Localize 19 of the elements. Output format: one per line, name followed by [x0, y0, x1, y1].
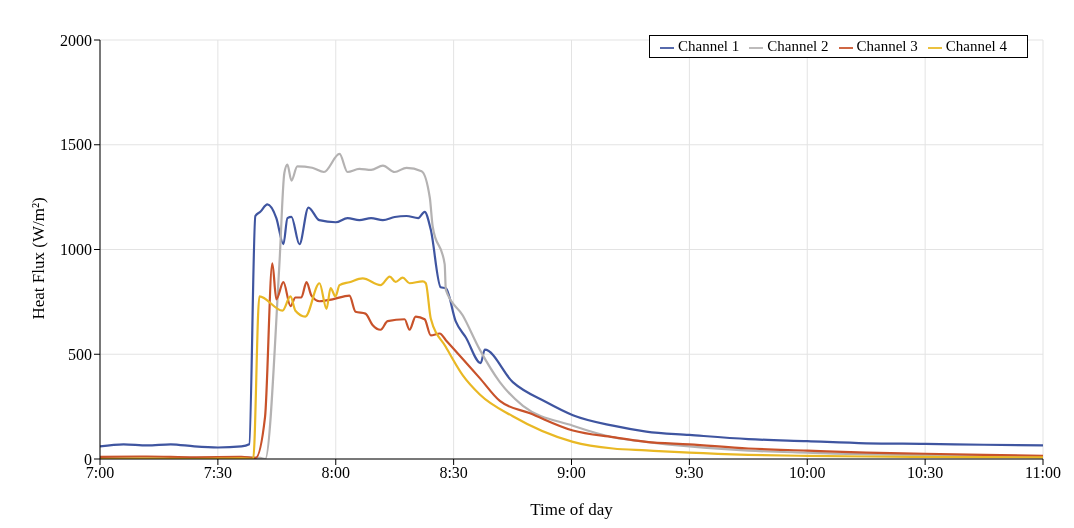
line-series	[100, 203, 1043, 449]
x-axis-title: Time of day	[530, 500, 614, 519]
legend-label: Channel 3	[856, 38, 918, 54]
y-tick-label: 1000	[60, 241, 92, 259]
legend-label: Channel 4	[945, 38, 1007, 54]
y-tick-label: 1500	[60, 136, 92, 154]
x-tick-label: 10:00	[789, 464, 826, 482]
legend-label: Channel 2	[767, 38, 829, 54]
x-tick-label: 9:00	[557, 464, 586, 482]
x-tick-label: 11:00	[1025, 464, 1061, 482]
y-axis-title: Heat Flux (W/m²)	[29, 197, 49, 320]
y-tick-label: 500	[68, 345, 92, 363]
x-tick-label: 8:30	[439, 464, 468, 482]
x-tick-label: 10:30	[906, 464, 944, 482]
x-tick-label: 9:30	[675, 464, 704, 482]
x-tick-label: 7:30	[203, 464, 233, 482]
legend-label: Channel 1	[678, 38, 740, 54]
x-tick-label: 8:00	[321, 464, 350, 482]
y-tick-label: 2000	[60, 31, 92, 49]
